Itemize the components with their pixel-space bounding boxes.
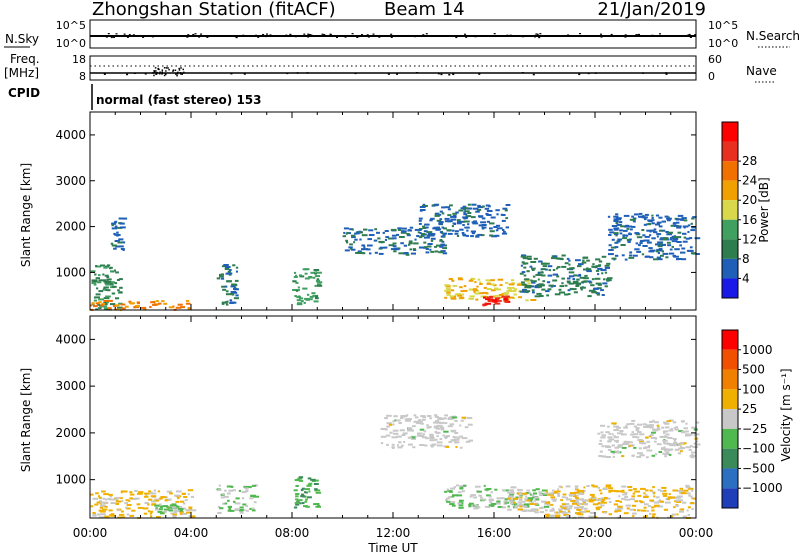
power-region-8 [482,295,511,307]
power-region-10 [607,212,701,261]
colorbar-tick-label: −1000 [742,481,783,495]
power-region-0 [90,264,123,311]
power-panel: 1000 2000 3000 4000 Slant Range [km] [19,111,701,312]
time-tick-label: 12:00 [376,526,411,540]
power-region-9 [519,254,613,298]
range-tick-label: 4000 [55,332,86,346]
colorbar-swatch [722,200,738,220]
velocity-ylabel: Slant Range [km] [19,368,33,472]
velocity-region-0 [90,489,197,519]
date-label: 21/Jan/2019 [597,0,706,20]
power-region-2 [110,217,128,251]
time-tick-label: 20:00 [578,526,613,540]
colorbar-swatch [722,369,738,390]
colorbar-tick-label: 4 [742,271,750,285]
power-colorbar-label: Power [dB] [757,177,771,242]
colorbar-tick-label: 24 [742,174,757,188]
colorbar-swatch [722,239,738,259]
colorbar-swatch [722,428,738,449]
velocity-colorbar-label: Velocity [m s⁻¹] [779,368,793,461]
colorbar-tick-label: −100 [742,442,775,456]
range-tick-label: 3000 [55,174,86,188]
velocity-region-8 [544,484,696,519]
power-colorbar: 4 8 12 16 20 24 28 [721,121,757,299]
power-ylabel: Slant Range [km] [19,163,33,267]
cpid-value: normal (fast stereo) 153 [96,93,262,107]
nave-tick-top: 60 [708,53,722,66]
velocity-colorbar: 1000 500 100 25 −25 −100 −500 −1000 [721,329,783,509]
colorbar-tick-label: 16 [742,213,757,227]
range-tick-label: 2000 [55,220,86,234]
range-tick-label: 1000 [55,473,86,487]
beam-label: Beam 14 [384,0,465,20]
freq-label: Freq. [10,52,40,66]
station-title: Zhongshan Station (fitACF) [92,0,336,20]
freq-tick-top: 18 [72,53,86,66]
power-region-5 [342,226,448,256]
colorbar-swatch [722,409,738,429]
colorbar-swatch [722,278,738,298]
colorbar-tick-label: 1000 [742,343,773,357]
velocity-region-2 [216,484,260,514]
colorbar-tick-label: 500 [742,363,765,377]
freq-scatter [103,67,668,77]
velocity-region-7 [597,419,701,459]
cpid-label: CPID [8,86,40,100]
colorbar-tick-label: 28 [742,154,757,168]
frequency-panel: Freq. [MHz] 18 8 60 0 Nave [4,52,777,83]
colorbar-tick-label: 25 [742,402,757,416]
noise-sky-label: N.Sky [5,32,39,46]
range-tick-label: 2000 [55,426,86,440]
power-region-3 [216,264,239,306]
colorbar-tick-label: 12 [742,232,757,246]
velocity-region-4 [380,414,473,449]
power-region-1 [90,299,191,312]
power-region-6 [418,203,511,238]
range-tick-label: 4000 [55,128,86,142]
noise-left-tick-top: 10^5 [56,19,86,32]
velocity-region-3 [293,476,322,509]
time-tick-label: 16:00 [477,526,512,540]
velocity-region-1 [154,503,184,515]
noise-left-tick-bottom: 10^0 [56,37,86,50]
colorbar-swatch [722,258,738,279]
colorbar-swatch [722,468,738,489]
colorbar-tick-label: 100 [742,382,765,396]
colorbar-tick-label: 20 [742,193,757,207]
nave-label: Nave [746,64,777,78]
noise-right-tick-top: 10^5 [708,19,738,32]
noise-search-label: N.Search [746,29,800,43]
power-region-4 [292,268,323,306]
velocity-region-5 [444,484,550,510]
colorbar-tick-label: 8 [742,252,750,266]
range-tick-label: 3000 [55,379,86,393]
colorbar-swatch [722,488,738,508]
time-tick-label: 04:00 [174,526,209,540]
freq-unit-label: [MHz] [4,66,39,80]
colorbar-swatch [722,161,738,181]
colorbar-swatch [722,349,738,370]
nave-tick-bottom: 0 [708,70,715,83]
colorbar-swatch [722,122,738,142]
colorbar-tick-label: −500 [742,461,775,475]
freq-tick-bottom: 8 [79,70,86,83]
colorbar-swatch [722,389,738,410]
time-tick-label: 00:00 [73,526,108,540]
colorbar-swatch [722,448,738,469]
velocity-panel: 1000 2000 3000 4000 Slant Range [km] [19,315,701,519]
noise-panel: N.Sky 10^5 10^0 10^5 10^0 N.Search [4,19,800,50]
colorbar-tick-label: −25 [742,422,767,436]
noise-right-tick-bottom: 10^0 [708,37,738,50]
range-tick-label: 1000 [55,265,86,279]
colorbar-swatch [722,219,738,240]
colorbar-swatch [722,330,738,350]
colorbar-swatch [722,180,738,201]
x-axis-label: Time UT [367,541,418,554]
time-tick-label: 08:00 [275,526,310,540]
colorbar-swatch [722,141,738,162]
time-tick-label: 00:00 [679,526,714,540]
